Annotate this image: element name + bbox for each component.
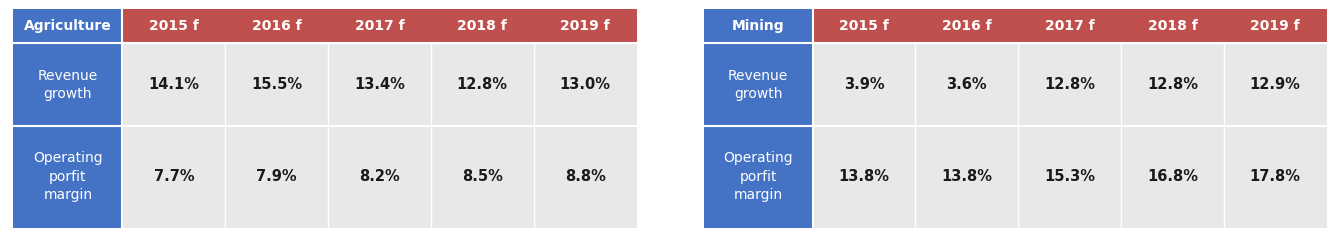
FancyBboxPatch shape bbox=[328, 43, 431, 126]
Text: Revenue
growth: Revenue growth bbox=[728, 68, 788, 101]
FancyBboxPatch shape bbox=[1122, 9, 1223, 43]
FancyBboxPatch shape bbox=[225, 43, 328, 126]
Text: 12.8%: 12.8% bbox=[1044, 77, 1095, 92]
FancyBboxPatch shape bbox=[704, 9, 812, 43]
Text: 2015 f: 2015 f bbox=[149, 19, 198, 33]
Text: 2018 f: 2018 f bbox=[457, 19, 507, 33]
Text: 8.5%: 8.5% bbox=[462, 169, 502, 184]
Text: 2019 f: 2019 f bbox=[1250, 19, 1300, 33]
FancyBboxPatch shape bbox=[13, 9, 122, 43]
Text: 2017 f: 2017 f bbox=[1045, 19, 1095, 33]
Text: 15.5%: 15.5% bbox=[251, 77, 303, 92]
FancyBboxPatch shape bbox=[122, 126, 225, 228]
Text: 7.7%: 7.7% bbox=[154, 169, 194, 184]
FancyBboxPatch shape bbox=[533, 43, 636, 126]
FancyBboxPatch shape bbox=[328, 126, 431, 228]
Text: 13.8%: 13.8% bbox=[941, 169, 992, 184]
FancyBboxPatch shape bbox=[1122, 43, 1223, 126]
Text: 2015 f: 2015 f bbox=[839, 19, 888, 33]
FancyBboxPatch shape bbox=[431, 126, 533, 228]
Text: 13.8%: 13.8% bbox=[839, 169, 890, 184]
Text: 2017 f: 2017 f bbox=[355, 19, 405, 33]
FancyBboxPatch shape bbox=[704, 126, 812, 228]
FancyBboxPatch shape bbox=[533, 9, 636, 43]
Text: 8.8%: 8.8% bbox=[564, 169, 606, 184]
FancyBboxPatch shape bbox=[1018, 43, 1122, 126]
FancyBboxPatch shape bbox=[225, 126, 328, 228]
FancyBboxPatch shape bbox=[915, 9, 1018, 43]
Text: 14.1%: 14.1% bbox=[149, 77, 200, 92]
Text: 3.9%: 3.9% bbox=[844, 77, 884, 92]
Text: Mining: Mining bbox=[732, 19, 784, 33]
FancyBboxPatch shape bbox=[1223, 9, 1327, 43]
FancyBboxPatch shape bbox=[915, 126, 1018, 228]
FancyBboxPatch shape bbox=[431, 43, 533, 126]
FancyBboxPatch shape bbox=[533, 126, 636, 228]
Text: 7.9%: 7.9% bbox=[256, 169, 297, 184]
FancyBboxPatch shape bbox=[225, 9, 328, 43]
FancyBboxPatch shape bbox=[1018, 126, 1122, 228]
FancyBboxPatch shape bbox=[812, 9, 915, 43]
FancyBboxPatch shape bbox=[812, 43, 915, 126]
Text: 15.3%: 15.3% bbox=[1044, 169, 1095, 184]
Text: 3.6%: 3.6% bbox=[946, 77, 988, 92]
FancyBboxPatch shape bbox=[122, 43, 225, 126]
Text: 12.9%: 12.9% bbox=[1250, 77, 1301, 92]
FancyBboxPatch shape bbox=[1122, 126, 1223, 228]
FancyBboxPatch shape bbox=[1223, 43, 1327, 126]
FancyBboxPatch shape bbox=[812, 126, 915, 228]
Text: 2016 f: 2016 f bbox=[252, 19, 302, 33]
FancyBboxPatch shape bbox=[13, 126, 122, 228]
FancyBboxPatch shape bbox=[13, 43, 122, 126]
Text: 2018 f: 2018 f bbox=[1147, 19, 1197, 33]
Text: 2016 f: 2016 f bbox=[942, 19, 992, 33]
Text: 13.4%: 13.4% bbox=[354, 77, 405, 92]
Text: Agriculture: Agriculture bbox=[24, 19, 111, 33]
Text: Operating
porfit
margin: Operating porfit margin bbox=[34, 151, 103, 202]
Text: 16.8%: 16.8% bbox=[1147, 169, 1198, 184]
Text: 8.2%: 8.2% bbox=[359, 169, 399, 184]
Text: 13.0%: 13.0% bbox=[560, 77, 611, 92]
FancyBboxPatch shape bbox=[1223, 126, 1327, 228]
FancyBboxPatch shape bbox=[122, 9, 225, 43]
Text: 12.8%: 12.8% bbox=[457, 77, 508, 92]
Text: Revenue
growth: Revenue growth bbox=[38, 68, 98, 101]
FancyBboxPatch shape bbox=[328, 9, 431, 43]
Text: 17.8%: 17.8% bbox=[1250, 169, 1301, 184]
FancyBboxPatch shape bbox=[431, 9, 533, 43]
Text: 12.8%: 12.8% bbox=[1147, 77, 1198, 92]
FancyBboxPatch shape bbox=[915, 43, 1018, 126]
Text: 2019 f: 2019 f bbox=[560, 19, 610, 33]
FancyBboxPatch shape bbox=[1018, 9, 1122, 43]
Text: Operating
porfit
margin: Operating porfit margin bbox=[724, 151, 793, 202]
FancyBboxPatch shape bbox=[704, 43, 812, 126]
